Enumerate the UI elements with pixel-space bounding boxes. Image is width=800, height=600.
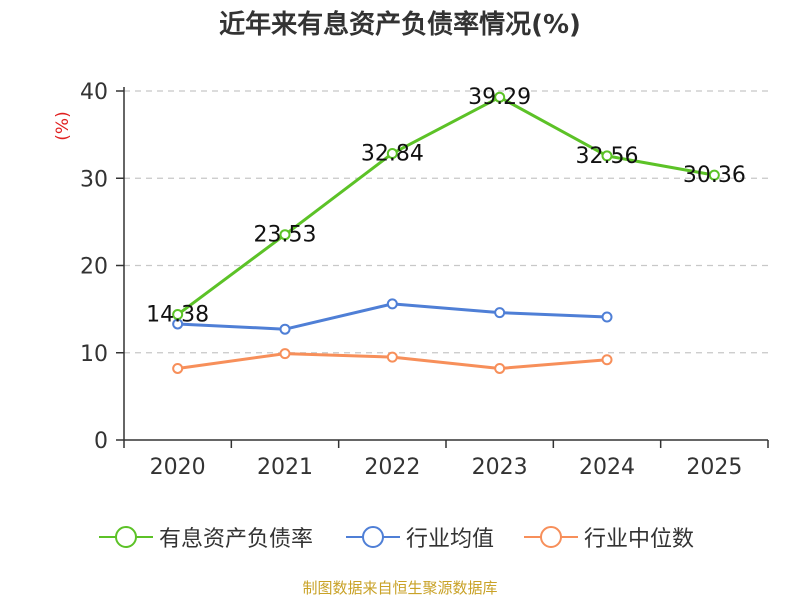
y-axis-label: (%) — [53, 111, 73, 140]
x-tick-label: 2024 — [579, 455, 635, 480]
data-point-1 — [279, 323, 291, 335]
series-line-0 — [176, 95, 715, 316]
legend-item-industry-mean[interactable]: 行业均值 — [346, 517, 494, 557]
x-tick-label: 2021 — [257, 455, 313, 480]
chart-title: 近年来有息资产负债率情况(%) — [219, 10, 581, 40]
y-tick-label: 30 — [80, 167, 108, 192]
legend-label-debt-ratio: 有息资产负债率 — [159, 527, 314, 552]
data-label: 23.53 — [254, 223, 317, 248]
data-point-2 — [601, 354, 613, 366]
data-point-2 — [494, 362, 506, 374]
source-note: 制图数据来自恒生聚源数据库 — [302, 579, 498, 597]
y-tick-label: 40 — [80, 80, 108, 105]
data-point-2 — [279, 348, 291, 360]
data-label: 14.38 — [146, 303, 209, 328]
legend-swatch-debt-ratio — [99, 525, 153, 549]
legend-swatch-industry-median — [524, 525, 578, 549]
x-tick-label: 2020 — [150, 455, 206, 480]
data-label: 32.56 — [576, 144, 639, 169]
data-label: 30.36 — [683, 163, 746, 188]
data-point-1 — [386, 298, 398, 310]
legend-swatch-industry-mean — [346, 525, 400, 549]
legend-label-industry-mean: 行业均值 — [406, 527, 495, 552]
legend-label-industry-median: 行业中位数 — [584, 527, 695, 552]
x-tick-label: 2022 — [364, 455, 420, 480]
legend: 有息资产负债率 行业均值 行业中位数 — [0, 517, 800, 557]
data-label: 32.84 — [361, 141, 424, 166]
legend-item-industry-median[interactable]: 行业中位数 — [524, 517, 694, 557]
data-point-0 — [601, 150, 613, 162]
y-tick-label: 10 — [80, 342, 108, 367]
data-point-1 — [601, 311, 613, 323]
legend-item-debt-ratio[interactable]: 有息资产负债率 — [99, 517, 313, 557]
x-tick-label: 2025 — [686, 455, 742, 480]
data-point-0 — [172, 309, 184, 321]
data-point-2 — [172, 362, 184, 374]
y-tick-label: 0 — [94, 429, 108, 454]
data-point-0 — [386, 147, 398, 159]
data-point-0 — [279, 229, 291, 241]
data-point-1 — [494, 307, 506, 319]
data-point-0 — [494, 91, 506, 103]
data-label: 39.29 — [468, 85, 531, 110]
data-point-0 — [708, 169, 720, 181]
data-point-2 — [386, 351, 398, 363]
y-tick-label: 20 — [80, 255, 108, 280]
x-tick-label: 2023 — [472, 455, 528, 480]
